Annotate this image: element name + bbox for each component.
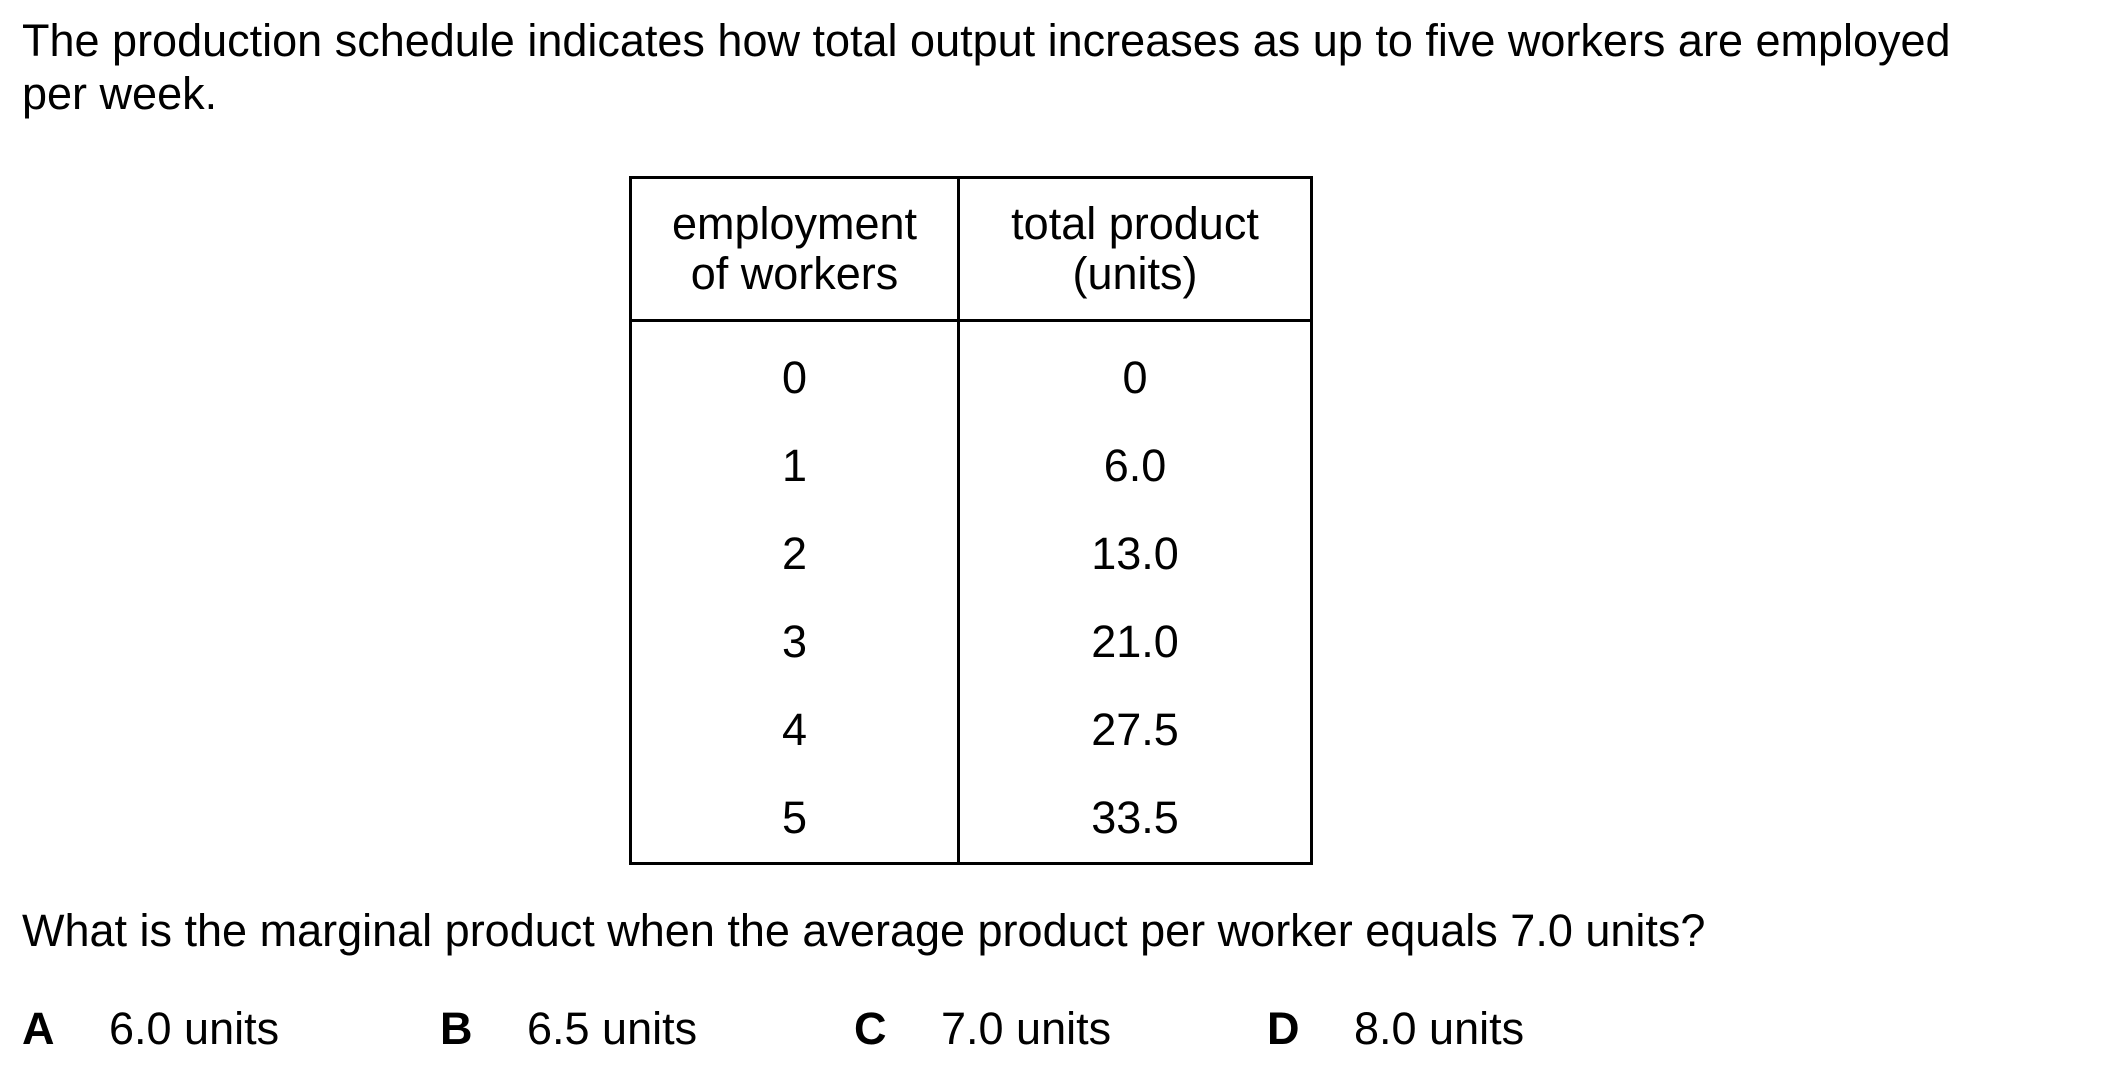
table-row: 3 21.0 (630, 598, 1312, 686)
workers-cell: 3 (630, 598, 960, 686)
total-product-cell: 21.0 (1091, 616, 1179, 667)
intro-text: The production schedule indicates how to… (22, 14, 2082, 120)
option-letter: A (22, 1003, 55, 1054)
header-employment-of-workers: employment of workers (630, 177, 960, 322)
header-employment-line-1: employment (671, 198, 918, 249)
total-product-cell: 13.0 (1091, 528, 1179, 579)
header-product-line-1: total product (1011, 198, 1259, 249)
total-product-cell: 6.0 (1103, 440, 1167, 491)
table-row: 0 0 (630, 320, 1312, 422)
table-row: 5 33.5 (630, 774, 1312, 864)
workers-cell: 0 (630, 320, 960, 422)
workers-cell: 1 (630, 422, 960, 510)
option-letter: C (854, 1003, 887, 1054)
table-row: 1 6.0 (630, 422, 1312, 510)
intro-line-1: The production schedule indicates how to… (22, 15, 1951, 66)
header-product-line-2: (units) (1072, 248, 1198, 299)
total-product-cell: 33.5 (1091, 792, 1179, 843)
workers-cell: 4 (630, 686, 960, 774)
header-employment-line-2: of workers (690, 248, 899, 299)
table-row: 2 13.0 (630, 510, 1312, 598)
intro-line-2: per week. (22, 68, 218, 119)
header-total-product: total product (units) (958, 177, 1312, 322)
option-text: 8.0 units (1354, 1003, 1525, 1054)
total-product-cell: 0 (1122, 352, 1148, 403)
option-b[interactable]: B 6.5 units (440, 1003, 697, 1055)
table-row: 4 27.5 (630, 686, 1312, 774)
production-schedule-table: employment of workers total product (uni… (629, 176, 1313, 865)
option-d[interactable]: D 8.0 units (1267, 1003, 1524, 1055)
option-letter: D (1267, 1003, 1300, 1054)
option-c[interactable]: C 7.0 units (854, 1003, 1111, 1055)
workers-cell: 5 (630, 774, 960, 864)
table-header-row: employment of workers total product (uni… (630, 177, 1312, 322)
question-text: What is the marginal product when the av… (22, 905, 1706, 956)
option-text: 6.5 units (527, 1003, 698, 1054)
total-product-cell: 27.5 (1091, 704, 1179, 755)
option-text: 6.0 units (109, 1003, 280, 1054)
option-letter: B (440, 1003, 473, 1054)
option-text: 7.0 units (941, 1003, 1112, 1054)
workers-cell: 2 (630, 510, 960, 598)
option-a[interactable]: A 6.0 units (22, 1003, 279, 1055)
